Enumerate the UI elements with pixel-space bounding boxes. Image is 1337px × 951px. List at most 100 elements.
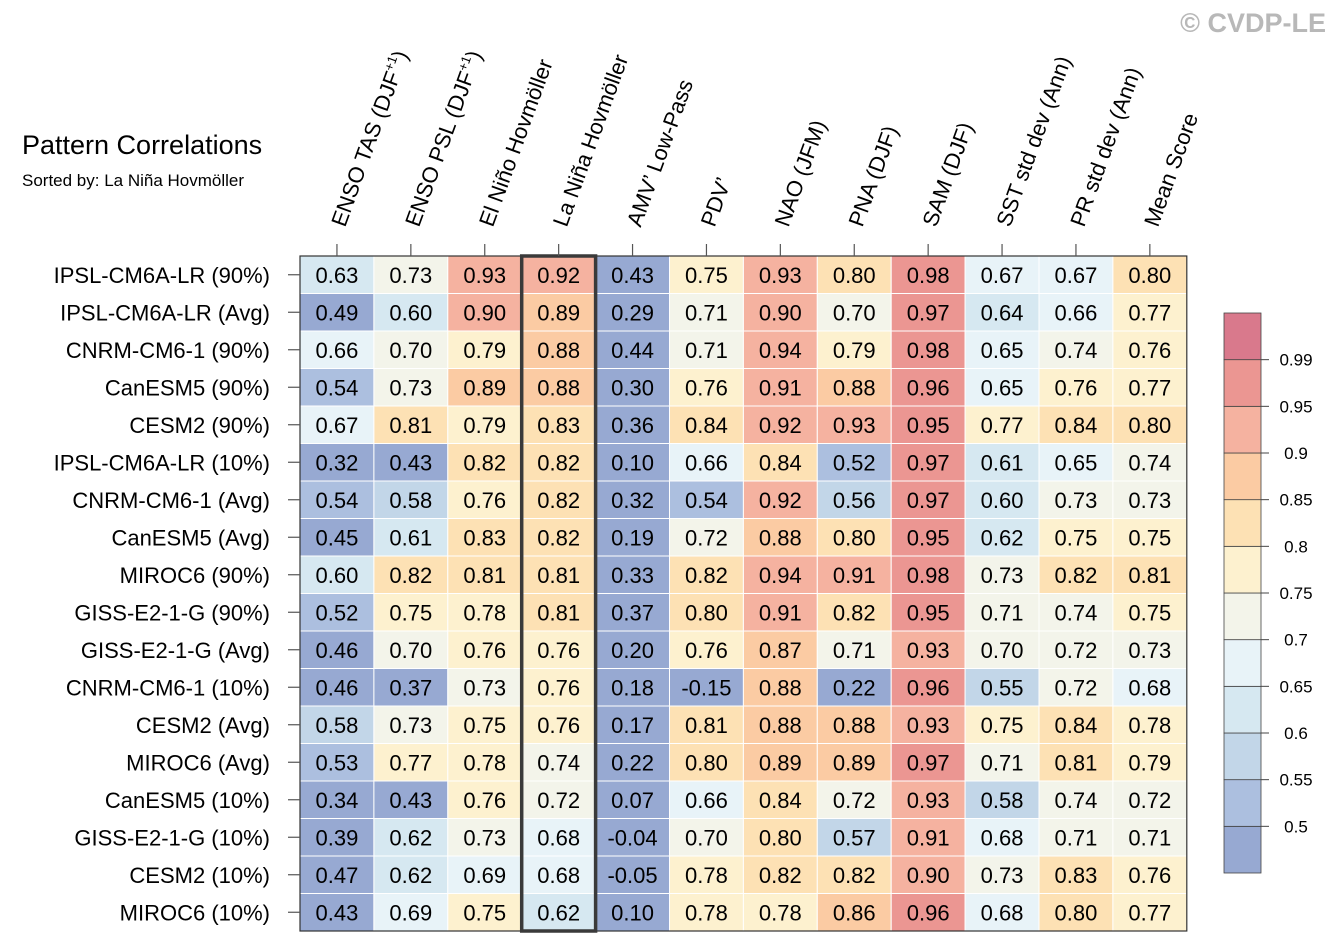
cell-value-label: 0.98 <box>907 338 950 363</box>
heatmap-cell <box>447 368 523 407</box>
heatmap-cell <box>1038 480 1114 519</box>
heatmap-cell <box>669 255 744 294</box>
cell-value-label: 0.88 <box>759 525 802 550</box>
heatmap-border <box>299 255 1188 932</box>
cell-value-label: 0.53 <box>316 750 359 775</box>
colorbar-swatch <box>1223 545 1262 594</box>
heatmap-cell <box>521 705 597 744</box>
chart-title: Pattern Correlations <box>22 130 262 160</box>
cell-value-label: 0.55 <box>981 675 1024 700</box>
cell-value-label: 0.72 <box>537 788 580 813</box>
heatmap-cell <box>669 743 744 782</box>
colorbar-tick-label: 0.5 <box>1284 817 1308 836</box>
colorbar-tick-label: 0.75 <box>1279 584 1312 603</box>
heatmap-cell <box>521 480 597 519</box>
cell-value-label: 0.76 <box>1128 863 1171 888</box>
colorbar-tick-label: 0.55 <box>1279 771 1312 790</box>
cell-value-label: 0.82 <box>463 450 506 475</box>
row-label: CESM2 (90%) <box>129 413 270 438</box>
column-label: PR std dev (Ann) <box>1065 64 1146 230</box>
row-label: MIROC6 (Avg) <box>126 750 270 775</box>
cell-value-label: 0.17 <box>611 713 654 738</box>
cell-value-label: 0.47 <box>316 863 359 888</box>
column-label: El Niño Hovmöller <box>474 56 558 230</box>
heatmap-cell <box>816 630 892 669</box>
cell-value-label: 0.43 <box>389 788 432 813</box>
colorbar-swatch <box>1223 685 1262 734</box>
cell-value-label: 0.18 <box>611 675 654 700</box>
cell-value-label: 0.95 <box>907 525 950 550</box>
column-label: PNA (DJF) <box>843 122 902 229</box>
heatmap-cell <box>890 818 966 857</box>
row-label: GISS-E2-1-G (90%) <box>74 600 270 625</box>
cell-value-label: 0.67 <box>981 263 1024 288</box>
heatmap-cell <box>1038 780 1114 819</box>
cell-value-label: 0.22 <box>611 750 654 775</box>
cell-value-label: 0.73 <box>463 675 506 700</box>
cell-value-label: 0.32 <box>316 450 359 475</box>
heatmap-cell <box>816 705 892 744</box>
heatmap-cell <box>890 555 966 594</box>
cell-value-label: 0.72 <box>1055 675 1098 700</box>
cell-value-label: 0.88 <box>759 713 802 738</box>
heatmap-cell <box>373 893 449 932</box>
cell-value-label: 0.77 <box>1128 900 1171 925</box>
cell-value-label: 0.54 <box>316 488 359 513</box>
heatmap-cells <box>299 255 1188 932</box>
cell-value-label: 0.81 <box>389 413 432 438</box>
heatmap-cell <box>964 780 1040 819</box>
heatmap-cell <box>373 855 449 894</box>
heatmap-cell <box>1112 443 1188 482</box>
heatmap-cell <box>890 630 966 669</box>
cell-value-label: 0.97 <box>907 750 950 775</box>
cell-value-label: 0.70 <box>685 825 728 850</box>
column-label-text: NAO (JFM) <box>770 117 832 230</box>
cell-value-label: 0.70 <box>833 300 876 325</box>
heatmap-cell <box>964 255 1040 294</box>
cell-value-label: 0.45 <box>316 525 359 550</box>
heatmap-cell <box>1112 593 1188 632</box>
cell-value-label: 0.34 <box>316 788 359 813</box>
cell-value-label: 0.97 <box>907 450 950 475</box>
heatmap-cell <box>1038 593 1114 632</box>
cell-value-label: 0.63 <box>316 263 359 288</box>
cell-value-label: 0.75 <box>1128 525 1171 550</box>
cell-value-label: 0.68 <box>537 825 580 850</box>
heatmap-cell <box>742 855 818 894</box>
cell-value-label: 0.74 <box>1128 450 1171 475</box>
heatmap-cell <box>816 593 892 632</box>
cell-value-label: 0.61 <box>981 450 1024 475</box>
cell-value-label: 0.82 <box>685 563 728 588</box>
cell-value-label: 0.92 <box>759 413 802 438</box>
heatmap-cell <box>964 855 1040 894</box>
cell-value-label: 0.81 <box>1055 750 1098 775</box>
heatmap-cell <box>447 480 523 519</box>
cell-value-label: 0.78 <box>759 900 802 925</box>
cell-value-label: 0.76 <box>1055 375 1098 400</box>
heatmap-cell <box>1112 893 1188 932</box>
heatmap-cell <box>964 593 1040 632</box>
cell-value-label: 0.98 <box>907 563 950 588</box>
cell-value-label: 0.77 <box>981 413 1024 438</box>
cell-value-label: 0.32 <box>611 488 654 513</box>
heatmap-cell <box>742 893 818 932</box>
heatmap-cell <box>742 518 818 557</box>
heatmap-cell <box>299 443 375 482</box>
heatmap-cell <box>742 705 818 744</box>
heatmap-cell <box>299 555 375 594</box>
cell-value-label: 0.82 <box>833 863 876 888</box>
cell-value-label: 0.72 <box>1128 788 1171 813</box>
cell-value-label: 0.93 <box>833 413 876 438</box>
cell-value-label: 0.73 <box>1055 488 1098 513</box>
cell-value-label: 0.81 <box>463 563 506 588</box>
cell-value-label: 0.78 <box>685 900 728 925</box>
cell-value-label: 0.73 <box>463 825 506 850</box>
cell-value-label: 0.65 <box>981 375 1024 400</box>
cell-value-label: 0.94 <box>759 563 802 588</box>
cell-value-label: 0.75 <box>981 713 1024 738</box>
cell-value-label: 0.07 <box>611 788 654 813</box>
row-label: CNRM-CM6-1 (Avg) <box>72 488 270 513</box>
heatmap-cell <box>669 668 744 707</box>
cell-value-label: 0.62 <box>389 825 432 850</box>
heatmap-cell <box>1038 555 1114 594</box>
